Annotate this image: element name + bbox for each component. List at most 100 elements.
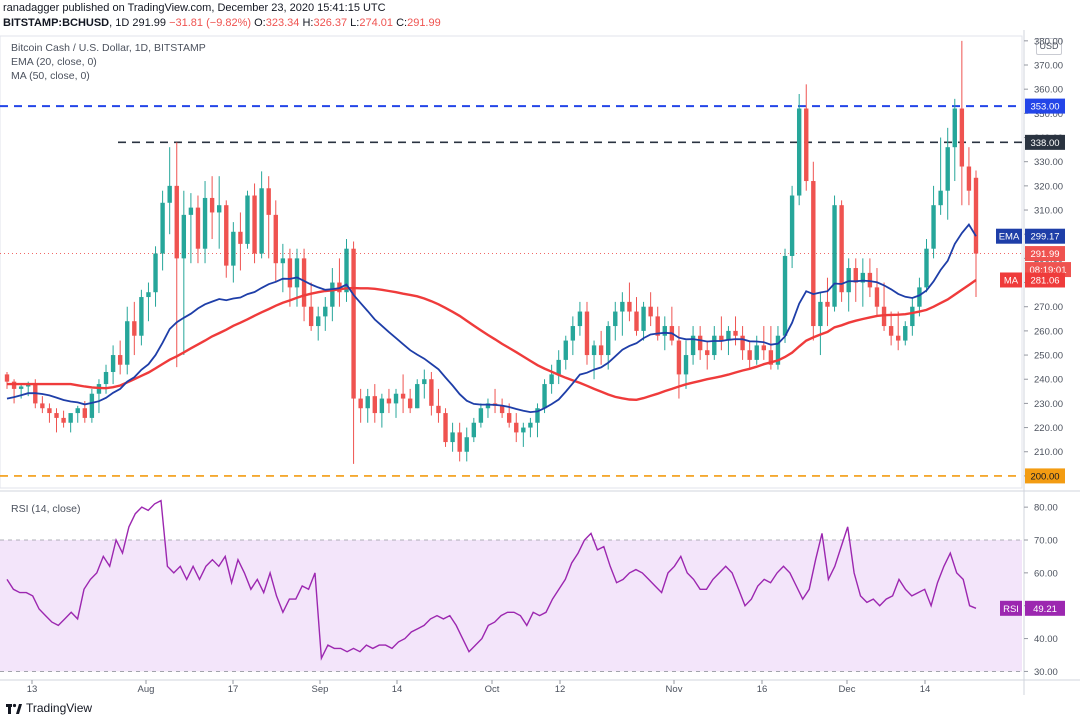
candle-down xyxy=(669,326,675,341)
candle-down xyxy=(853,268,858,283)
brand-name: TradingView xyxy=(26,701,93,715)
high-value: 326.37 xyxy=(313,17,348,29)
candle-down xyxy=(867,272,873,288)
candle-down xyxy=(881,306,887,327)
candle-up xyxy=(18,386,24,389)
candle-down xyxy=(174,185,179,259)
main-pane-frame xyxy=(0,35,1023,489)
candle-down xyxy=(896,335,901,341)
candle-down xyxy=(4,374,10,382)
rsi-tick-label: 50.00 xyxy=(1034,601,1058,612)
tag-last-price-bg xyxy=(1025,246,1065,262)
candle-down xyxy=(301,258,307,307)
ma50-line xyxy=(7,279,977,402)
candle-up xyxy=(832,205,837,307)
candle-up xyxy=(485,403,491,409)
candle-down xyxy=(61,417,66,423)
candle-down xyxy=(266,188,271,215)
candle-up xyxy=(139,297,144,336)
candle-up xyxy=(726,330,731,341)
candle-down xyxy=(117,355,123,365)
candle-up xyxy=(89,393,95,418)
candle-down xyxy=(514,422,519,433)
candle-down xyxy=(627,301,632,312)
chart-title[interactable]: Bitcoin Cash / U.S. Dollar, 1D, BITSTAMP xyxy=(11,42,206,54)
candle-up xyxy=(606,326,611,356)
rsi-tick-label: 80.00 xyxy=(1034,503,1058,514)
candle-down xyxy=(676,340,682,375)
candle-up xyxy=(125,321,130,365)
candle-up xyxy=(202,197,208,249)
candle-down xyxy=(33,384,38,404)
candle-up xyxy=(591,345,597,356)
candle-up xyxy=(464,437,469,452)
candle-down xyxy=(372,396,377,414)
time-tick-label: 14 xyxy=(920,684,931,695)
candle-down xyxy=(195,207,201,249)
candle-up xyxy=(167,185,172,203)
price-tick-label: 230.00 xyxy=(1034,399,1063,410)
low-value: 274.01 xyxy=(359,17,394,29)
candle-up xyxy=(393,393,399,404)
candle-up xyxy=(662,326,667,336)
price-tick-label: 350.00 xyxy=(1034,109,1063,120)
ema-legend[interactable]: EMA (20, close, 0) xyxy=(11,56,97,68)
symbol[interactable]: BITSTAMP:BCHUSD xyxy=(3,17,110,29)
candle-down xyxy=(888,326,894,336)
candle-down xyxy=(492,403,498,406)
publish-line: ranadagger published on TradingView.com,… xyxy=(3,2,386,14)
candle-down xyxy=(655,316,660,336)
candle-up xyxy=(259,188,264,254)
candle-up xyxy=(945,147,950,191)
candle-down xyxy=(959,108,965,167)
time-tick-label: Dec xyxy=(839,684,856,695)
candle-up xyxy=(188,207,194,215)
candle-up xyxy=(96,384,102,394)
tag-338-bg xyxy=(1025,134,1065,150)
rsi-legend[interactable]: RSI (14, close) xyxy=(11,503,81,515)
candle-up xyxy=(478,408,484,423)
candle-down xyxy=(506,413,512,423)
tag-ema-value: 299.17 xyxy=(1030,232,1059,243)
high-label: H: xyxy=(302,17,314,29)
candle-down xyxy=(238,231,243,244)
candle-down xyxy=(224,205,229,266)
candle-up xyxy=(796,108,802,196)
tag-ema-label-bg xyxy=(996,228,1022,244)
time-tick-label: 13 xyxy=(27,684,38,695)
candle-up xyxy=(641,306,646,331)
candle-down xyxy=(747,350,752,360)
candle-up xyxy=(294,258,300,288)
candle-down xyxy=(804,108,809,182)
candle-up xyxy=(153,253,158,293)
ema20-line xyxy=(6,222,977,414)
tag-ema-label: EMA xyxy=(999,232,1020,243)
candle-up xyxy=(528,422,533,428)
tag-countdown-bg xyxy=(1025,262,1071,278)
tag-ma-value: 281.06 xyxy=(1030,275,1059,286)
ma-legend[interactable]: MA (50, close, 0) xyxy=(11,70,90,82)
candle-up xyxy=(577,311,583,327)
price-tick-label: 340.00 xyxy=(1034,133,1063,144)
candle-up xyxy=(450,432,455,443)
candle-down xyxy=(825,301,830,307)
tag-ma-label-bg xyxy=(1000,272,1022,288)
candle-up xyxy=(690,335,696,356)
price-tick-label: 290.00 xyxy=(1034,254,1063,265)
candle-up xyxy=(556,359,561,375)
open-label: O: xyxy=(254,17,266,29)
currency-button[interactable]: USD xyxy=(1036,38,1062,55)
candle-up xyxy=(818,301,823,327)
tradingview-logo[interactable]: TradingView xyxy=(6,701,92,715)
candle-down xyxy=(443,413,448,443)
candle-up xyxy=(938,190,943,206)
candle-up xyxy=(146,292,151,298)
candle-up xyxy=(415,384,420,409)
candle-down xyxy=(874,287,880,307)
candle-up xyxy=(931,205,936,249)
rsi-tick-label: 30.00 xyxy=(1034,667,1058,678)
interval[interactable]: 1D xyxy=(115,17,130,29)
price-tick-label: 260.00 xyxy=(1034,326,1063,337)
